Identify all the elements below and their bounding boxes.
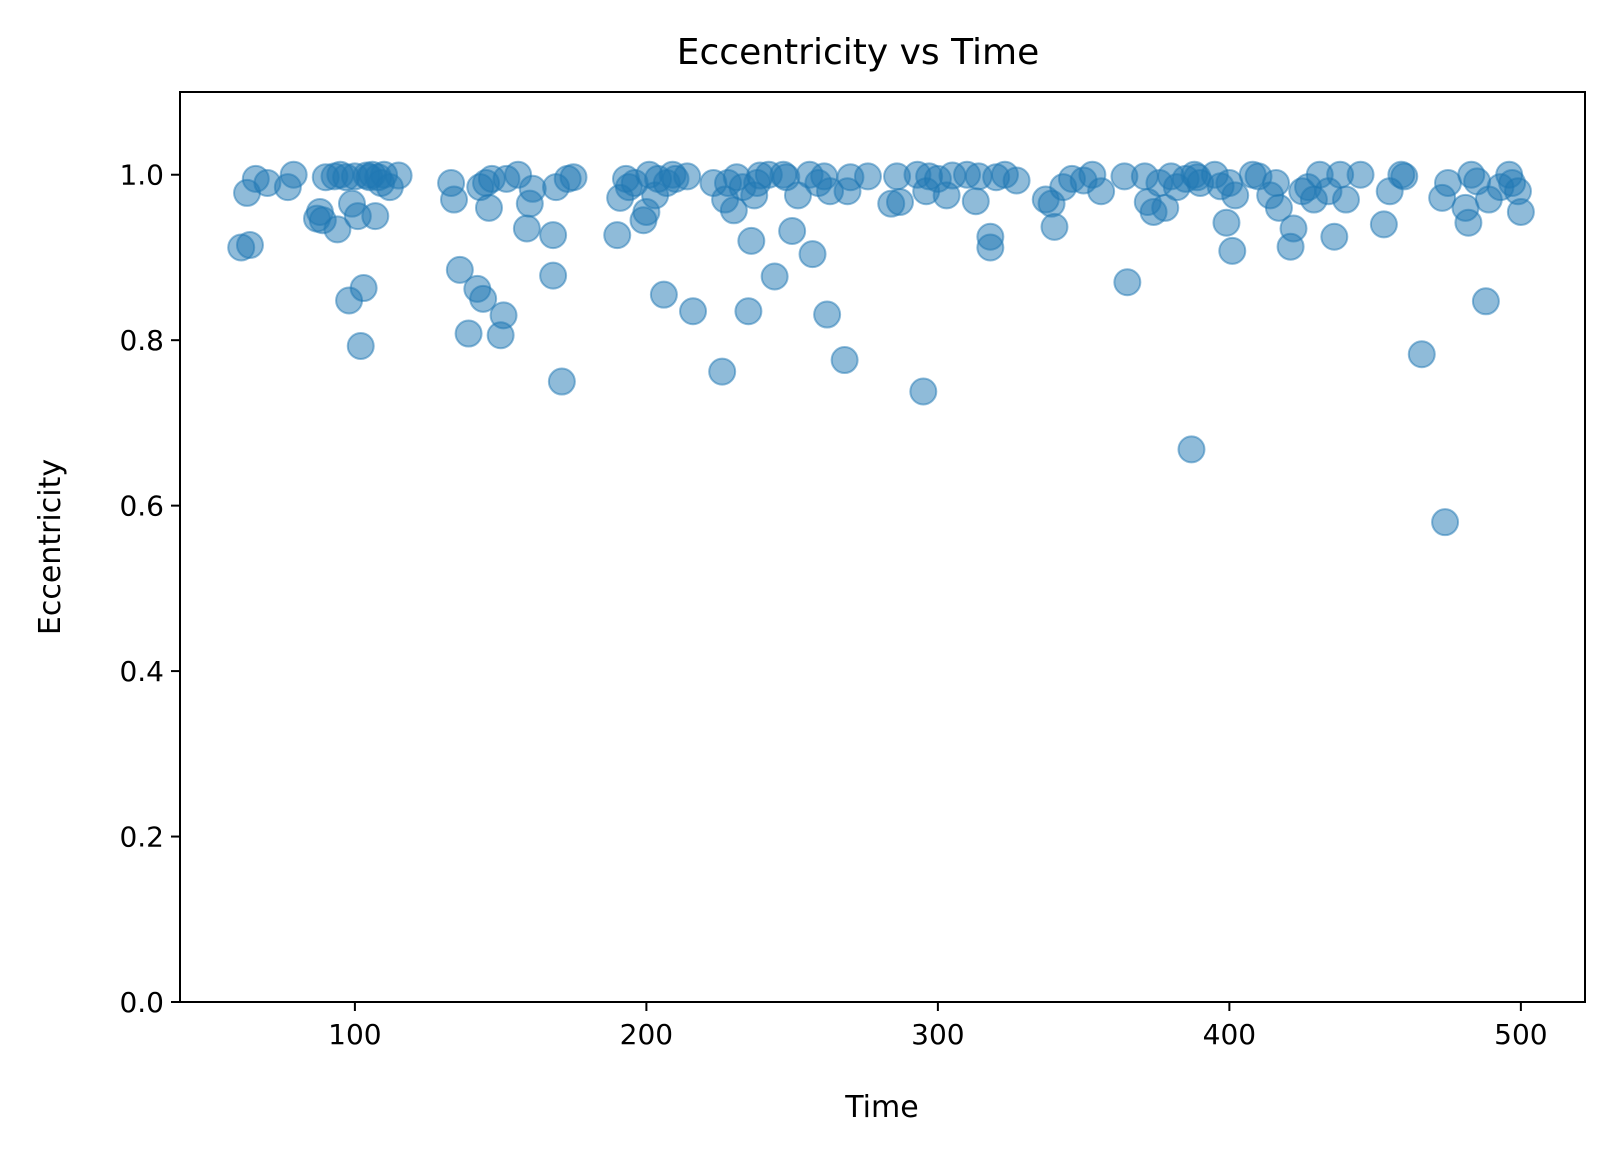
y-tick-label: 1.0 [119,159,164,192]
y-tick-label: 0.6 [119,490,164,523]
data-point [760,262,789,291]
data-point [512,214,541,243]
data-point [361,202,390,231]
data-point [853,162,882,191]
data-point [474,193,503,222]
data-point [1002,166,1031,195]
x-tick-label: 200 [620,1018,673,1051]
data-point [440,185,468,214]
data-point [349,274,378,303]
data-point [323,215,352,244]
chart-title: Eccentricity vs Time [677,32,1039,73]
x-axis: 100 200 300 400 500 [328,1002,1548,1051]
x-tick-label: 300 [911,1018,964,1051]
data-point [1279,214,1308,243]
y-axis-label: Eccentricity [33,459,68,635]
data-point [547,367,576,396]
data-point [1212,208,1241,237]
data-point [1471,287,1500,316]
data-point [445,255,474,284]
data-point [1320,222,1349,251]
data-point [1454,208,1483,237]
data-point [649,280,678,309]
data-point [1331,185,1360,214]
data-point [1262,169,1291,197]
data-point [469,284,498,313]
data-point [539,261,568,290]
y-tick-label: 0.4 [119,655,164,688]
data-point [1113,268,1142,297]
data-point [1218,236,1247,265]
data-point [1087,177,1116,206]
data-point [961,187,990,216]
data-point [813,300,842,329]
data-point [976,233,1005,262]
data-point [1177,435,1206,464]
data-point [830,346,859,375]
y-axis: 0.0 0.2 0.4 0.6 0.8 1.0 [119,159,180,1019]
data-point [1434,169,1462,197]
data-point [279,160,308,189]
y-tick-label: 0.2 [119,821,164,854]
data-point [518,174,547,203]
data-point [1431,508,1460,537]
data-point [708,357,737,386]
data-point [1390,162,1419,191]
points-layer [227,160,1535,537]
data-point [384,161,413,190]
data-point [346,331,375,360]
data-point [489,301,518,330]
data-point [885,188,914,217]
data-point [737,226,766,255]
y-tick-label: 0.0 [119,986,164,1019]
y-tick-label: 0.8 [119,324,164,357]
data-point [798,240,827,269]
data-point [454,319,483,348]
x-tick-label: 500 [1494,1018,1547,1051]
data-point [539,221,568,250]
data-point [1506,197,1535,226]
data-point [679,297,708,326]
data-point [909,377,938,406]
data-point [235,231,264,260]
data-point [603,221,632,250]
data-point [559,163,588,192]
plot-frame [179,91,1586,1003]
data-point [1221,181,1250,210]
x-tick-label: 400 [1203,1018,1256,1051]
x-tick-label: 100 [328,1018,381,1051]
data-point [1407,340,1436,369]
data-point [734,297,763,326]
data-point [1346,160,1375,189]
data-point [1264,193,1293,222]
data-point [1369,210,1398,239]
x-axis-label: Time [844,1090,918,1125]
data-point [1040,212,1069,241]
data-point [778,216,807,245]
data-point [673,162,702,191]
